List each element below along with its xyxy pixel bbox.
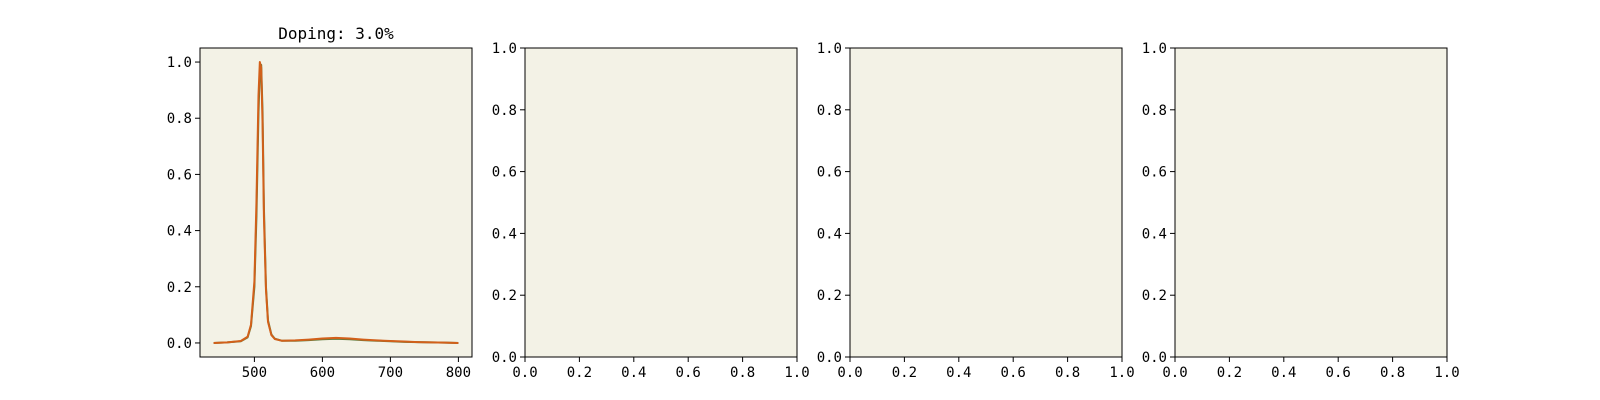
x-tick-label: 600: [310, 365, 335, 381]
x-tick-label: 1.0: [784, 365, 809, 381]
x-tick-label: 0.8: [730, 365, 755, 381]
chart-panel-1: 500 600 700 800 0.0 0.2 0.4 0.6 0.8 1.0 Doping: 3.…: [167, 24, 473, 381]
axes-frame: [849, 47, 1123, 358]
x-tick-label: 0.0: [512, 365, 537, 381]
x-tick-label: 700: [378, 365, 403, 381]
chart-panel-4: 0.0 0.2 0.4 0.6 0.8 1.0 0.0 0.2 0.4 0.6 0.8 1.0: [1142, 41, 1460, 381]
y-tick-label: 0.8: [492, 103, 517, 119]
chart-panel-2: 0.0 0.2 0.4 0.6 0.8 1.0 0.0 0.2 0.4 0.6 0.8 1.0: [492, 41, 810, 381]
y-tick-label: 0.8: [1142, 103, 1167, 119]
axes-frame: [1174, 47, 1448, 358]
y-tick-label: 0.4: [167, 224, 192, 240]
y-tick-label: 0.4: [1142, 226, 1167, 242]
y-tick-label: 1.0: [1142, 41, 1167, 57]
x-tick-label: 0.2: [892, 365, 917, 381]
plot-area: [850, 48, 1122, 357]
x-tick-label: 1.0: [1109, 365, 1134, 381]
x-tick-label: 0.8: [1055, 365, 1080, 381]
y-tick-label: 0.0: [817, 350, 842, 366]
y-tick-label: 0.6: [167, 167, 192, 183]
axes-frame: [524, 47, 798, 358]
chart-panel-3: 0.0 0.2 0.4 0.6 0.8 1.0 0.0 0.2 0.4 0.6 0.8 1.0: [817, 41, 1135, 381]
plot-area: [200, 48, 472, 357]
x-tick-label: 0.4: [621, 365, 646, 381]
y-tick-label: 0.6: [492, 165, 517, 181]
x-tick-label: 0.6: [676, 365, 701, 381]
x-tick-label: 0.0: [1162, 365, 1187, 381]
y-tick-label: 1.0: [492, 41, 517, 57]
y-tick-label: 0.8: [167, 111, 192, 127]
y-tick-label: 1.0: [167, 55, 192, 71]
x-tick-label: 0.6: [1326, 365, 1351, 381]
y-tick-label: 0.6: [817, 165, 842, 181]
x-tick-label: 500: [242, 365, 267, 381]
x-tick-label: 0.8: [1380, 365, 1405, 381]
y-tick-label: 0.2: [167, 280, 192, 296]
y-tick-label: 0.4: [492, 226, 517, 242]
y-tick-label: 1.0: [817, 41, 842, 57]
axes-frame: [199, 47, 473, 358]
x-tick-label: 0.4: [946, 365, 971, 381]
y-tick-label: 0.8: [817, 103, 842, 119]
x-tick-label: 0.0: [837, 365, 862, 381]
plot-area: [1175, 48, 1447, 357]
y-tick-label: 0.0: [1142, 350, 1167, 366]
y-tick-label: 0.4: [817, 226, 842, 242]
x-tick-label: 1.0: [1434, 365, 1459, 381]
y-tick-label: 0.0: [492, 350, 517, 366]
plot-area: [525, 48, 797, 357]
series-line-2: [213, 61, 459, 344]
y-tick-label: 0.0: [167, 336, 192, 352]
chart-title: Doping: 3.0%: [278, 24, 394, 43]
y-tick-label: 0.2: [1142, 288, 1167, 304]
x-tick-label: 0.4: [1271, 365, 1296, 381]
x-tick-label: 0.2: [567, 365, 592, 381]
y-tick-label: 0.2: [817, 288, 842, 304]
x-tick-label: 800: [446, 365, 471, 381]
x-tick-label: 0.6: [1001, 365, 1026, 381]
y-tick-label: 0.2: [492, 288, 517, 304]
x-tick-label: 0.2: [1217, 365, 1242, 381]
y-tick-label: 0.6: [1142, 165, 1167, 181]
